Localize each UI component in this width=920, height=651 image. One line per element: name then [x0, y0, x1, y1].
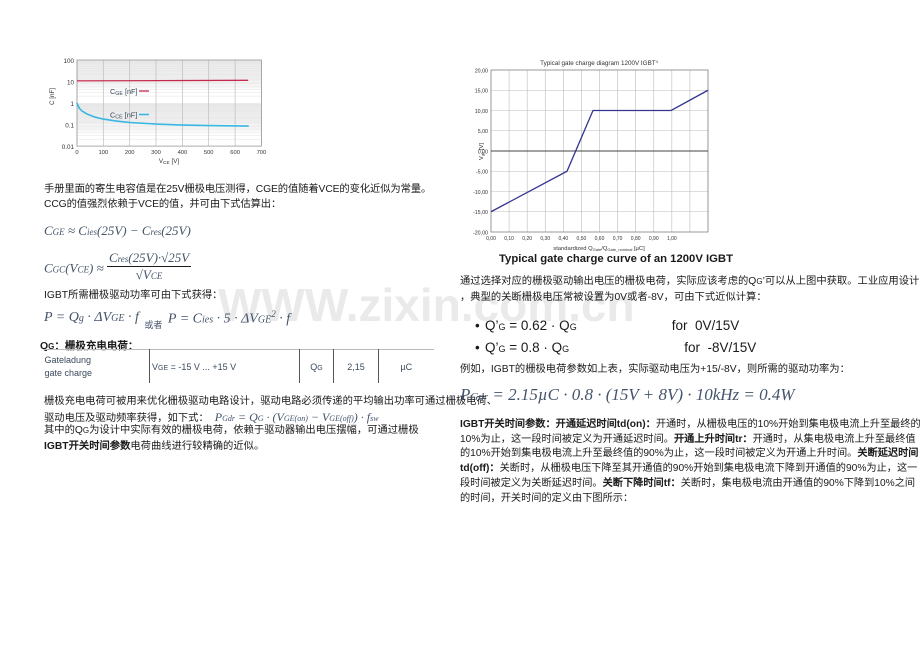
svg-text:0: 0	[75, 150, 78, 156]
svg-text:10,00: 10,00	[475, 109, 488, 115]
svg-text:Typical gate charge diagram 12: Typical gate charge diagram 1200V IGBT4	[540, 59, 659, 67]
svg-text:400: 400	[178, 150, 188, 156]
svg-text:1,00: 1,00	[667, 236, 677, 242]
svg-text:600: 600	[230, 150, 240, 156]
svg-text:-5,00: -5,00	[476, 170, 488, 176]
svg-text:0,00: 0,00	[486, 236, 496, 242]
svg-text:0,40: 0,40	[558, 236, 568, 242]
svg-text:1: 1	[70, 101, 74, 108]
svg-text:0,80: 0,80	[631, 236, 641, 242]
svg-text:CCE [nF]: CCE [nF]	[110, 111, 137, 121]
svg-text:0,70: 0,70	[613, 236, 623, 242]
svg-text:0,30: 0,30	[540, 236, 550, 242]
svg-text:15,00: 15,00	[475, 89, 488, 95]
svg-text:-15,00: -15,00	[473, 210, 488, 216]
svg-text:200: 200	[125, 150, 135, 156]
svg-text:100: 100	[98, 150, 108, 156]
svg-text:20,00: 20,00	[475, 69, 488, 75]
svg-text:500: 500	[204, 150, 214, 156]
svg-text:0.1: 0.1	[65, 123, 74, 130]
svg-text:0,20: 0,20	[522, 236, 532, 242]
svg-text:5,00: 5,00	[478, 129, 488, 135]
svg-text:0,50: 0,50	[577, 236, 587, 242]
svg-text:C [nF]: C [nF]	[49, 88, 56, 105]
svg-text:Vge [V]: Vge [V]	[479, 143, 485, 160]
svg-text:0,10: 0,10	[504, 236, 514, 242]
svg-text:10: 10	[67, 80, 75, 87]
svg-text:VCE [V]: VCE [V]	[159, 158, 180, 166]
svg-text:0.01: 0.01	[62, 144, 75, 151]
svg-text:standardized QGate/QGate_nomin: standardized QGate/QGate_nominal [µC]	[553, 246, 645, 252]
svg-text:0,90: 0,90	[649, 236, 659, 242]
svg-text:100: 100	[63, 58, 74, 65]
svg-text:CGE [nF]: CGE [nF]	[110, 87, 138, 97]
svg-text:700: 700	[257, 150, 267, 156]
svg-text:300: 300	[151, 150, 161, 156]
svg-text:-10,00: -10,00	[473, 190, 488, 196]
svg-text:0,60: 0,60	[595, 236, 605, 242]
